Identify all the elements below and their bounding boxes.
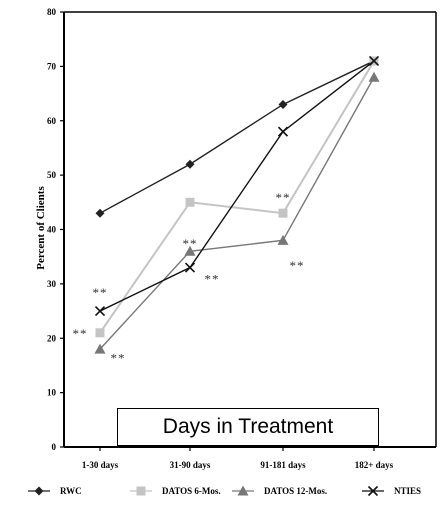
- x-tick-label: 1-30 days: [82, 460, 119, 470]
- point-rwc: [278, 99, 288, 109]
- point-nties: [368, 55, 380, 67]
- legend-label: NTIES: [394, 486, 421, 496]
- significance-annotation: **: [290, 258, 305, 273]
- series-line-rwc: [99, 60, 375, 214]
- legend-label: DATOS 6-Mos.: [162, 486, 221, 496]
- marker-stroke: [368, 55, 380, 67]
- point-nties: [184, 262, 196, 273]
- legend-item-datos-12-mos: DATOS 12-Mos.: [232, 485, 327, 496]
- series-line-datos-12-mos: [99, 76, 375, 350]
- significance-annotation: **: [205, 271, 220, 286]
- x-tick-label: 182+ days: [355, 460, 394, 470]
- point-nties: [94, 305, 106, 317]
- legend-marker: [237, 485, 249, 496]
- point-datos-6-mos: [185, 197, 195, 207]
- legend-marker: [367, 485, 379, 497]
- y-tick-label: 70: [47, 61, 57, 71]
- plot-area: 0 10 20 30 40 50 60 70 80 1-30 days 31-90 days 91-1…: [47, 7, 437, 470]
- marker-stroke: [277, 126, 289, 137]
- legend-label: DATOS 12-Mos.: [264, 486, 327, 496]
- legend-item-datos-6-mos: DATOS 6-Mos.: [130, 486, 221, 496]
- y-tick-label: 10: [47, 388, 57, 398]
- point-datos-6-mos: [278, 208, 288, 218]
- series-line-nties: [99, 60, 375, 312]
- y-axis-label: Percent of Clients: [35, 186, 47, 270]
- point-nties: [277, 126, 289, 137]
- significance-annotation: **: [93, 285, 108, 300]
- marker-stroke: [367, 485, 379, 497]
- point-datos-6-mos: [95, 328, 105, 338]
- y-tick-label: 80: [47, 7, 57, 17]
- point-datos-12-mos: [94, 343, 106, 354]
- y-tick-label: 40: [47, 225, 57, 235]
- legend-item-rwc: RWC: [28, 486, 82, 496]
- y-tick-label: 30: [47, 279, 57, 289]
- legend-marker: [136, 486, 146, 496]
- point-datos-12-mos: [184, 245, 196, 256]
- significance-annotation: **: [276, 190, 291, 205]
- y-tick-label: 60: [47, 116, 57, 126]
- x-axis-title: Days in Treatment: [117, 408, 379, 446]
- significance-annotation: **: [111, 350, 126, 365]
- point-datos-12-mos: [368, 71, 380, 82]
- significance-annotation: **: [183, 236, 198, 251]
- marker-stroke: [94, 305, 106, 317]
- legend-marker: [34, 486, 44, 496]
- legend-label: RWC: [60, 486, 82, 496]
- point-datos-12-mos: [277, 234, 289, 245]
- y-tick-label: 0: [52, 442, 57, 452]
- y-tick-label: 50: [47, 170, 57, 180]
- legend-item-nties: NTIES: [362, 485, 421, 497]
- legend: RWC DATOS 6-Mos. DATOS 12-Mos. NTIES: [28, 485, 421, 497]
- y-tick-label: 20: [47, 333, 57, 343]
- point-rwc: [95, 208, 105, 218]
- series-line-datos-6-mos: [99, 60, 375, 334]
- point-rwc: [185, 159, 195, 169]
- x-tick-label: 31-90 days: [170, 460, 211, 470]
- x-tick-label: 91-181 days: [260, 460, 306, 470]
- significance-annotation: **: [73, 326, 88, 341]
- marker-stroke: [184, 262, 196, 273]
